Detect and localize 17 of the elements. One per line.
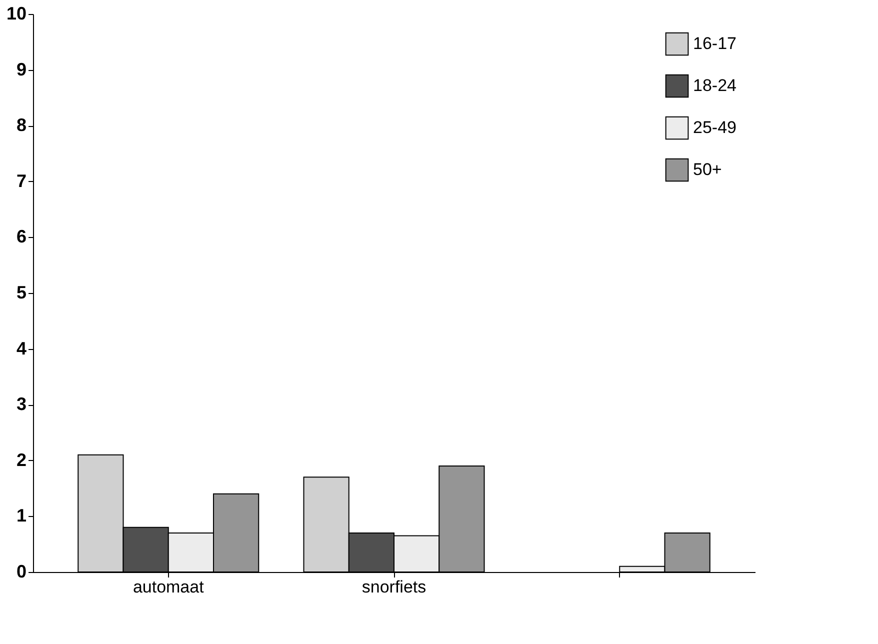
y-tick-label: 3 <box>16 394 26 414</box>
legend-label: 16-17 <box>693 34 736 53</box>
y-tick-label: 0 <box>16 562 26 582</box>
legend-label: 18-24 <box>693 76 736 95</box>
y-tick-label: 7 <box>16 170 26 191</box>
legend-label: 25-49 <box>693 118 736 137</box>
x-tick-label: automaat <box>132 578 204 596</box>
y-tick-label: 1 <box>16 506 26 526</box>
y-tick-label: 5 <box>16 282 26 302</box>
y-tick-label: 9 <box>16 59 26 80</box>
y-tick-label: 10 <box>6 4 26 24</box>
x-tick-label: snorfiets <box>362 578 426 596</box>
legend-label: 50+ <box>693 160 722 179</box>
y-tick-label: 6 <box>16 226 26 247</box>
y-tick-label: 8 <box>16 115 26 136</box>
y-tick-label: 4 <box>16 338 26 358</box>
y-tick-label: 2 <box>16 450 26 470</box>
